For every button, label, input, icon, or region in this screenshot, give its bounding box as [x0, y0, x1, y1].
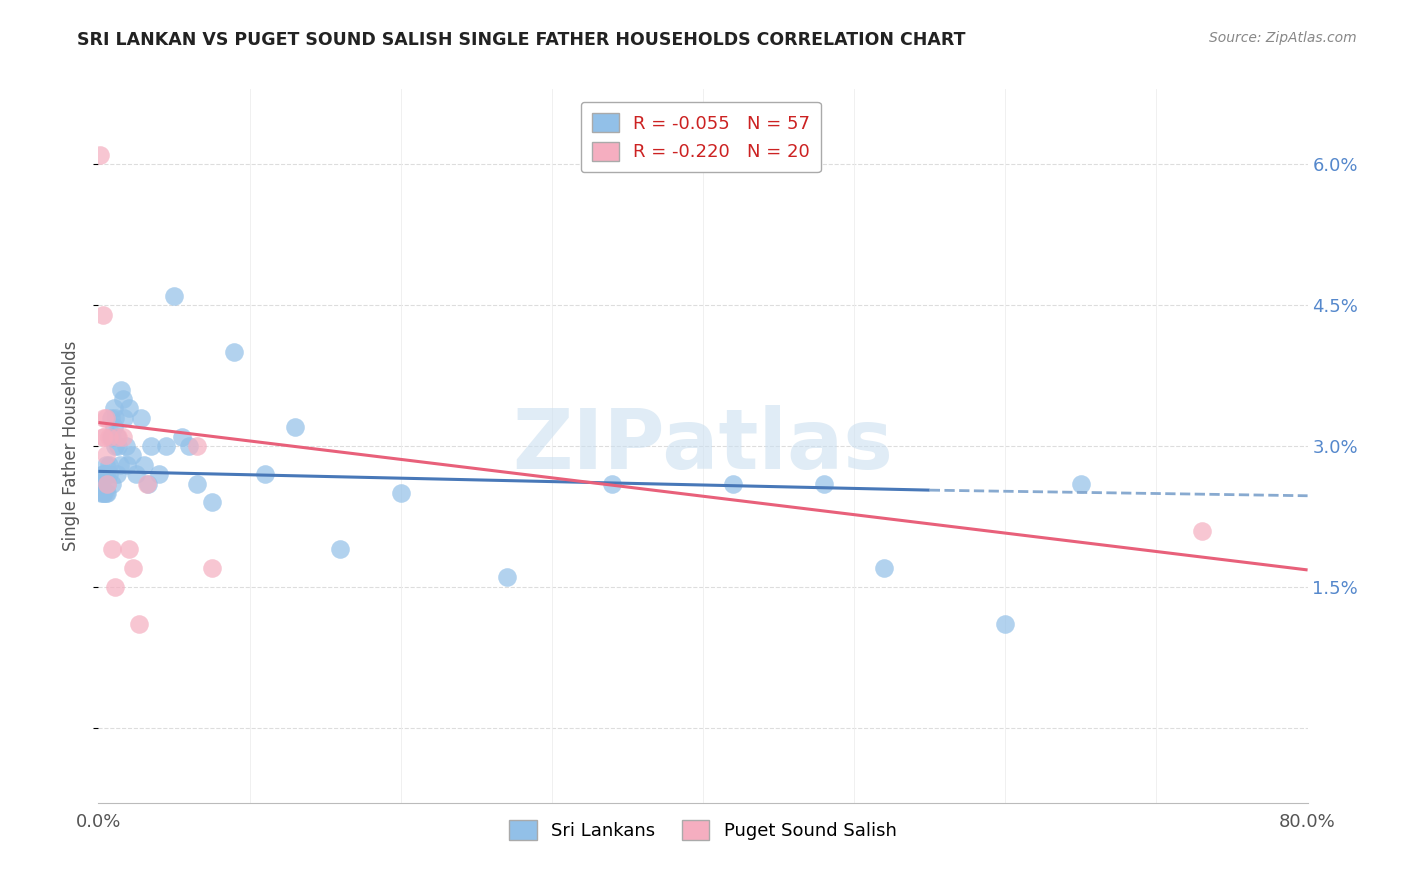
Point [253, 467, 276, 482]
Point [201, 495, 224, 509]
Point [602, 476, 624, 491]
Point [135, 476, 157, 491]
Point [96, 476, 118, 491]
Point [89, 476, 111, 491]
Point [98, 467, 121, 482]
Point [128, 617, 150, 632]
Point [1070, 476, 1092, 491]
Point [284, 420, 307, 434]
Point [91, 429, 114, 443]
Point [179, 439, 201, 453]
Point [108, 458, 131, 472]
Point [121, 449, 143, 463]
Point [104, 439, 127, 453]
Point [93, 410, 115, 425]
Point [723, 476, 745, 491]
Point [115, 458, 138, 472]
Point [100, 410, 122, 425]
Point [813, 476, 835, 491]
Point [136, 476, 159, 491]
Point [224, 345, 246, 359]
Point [201, 561, 224, 575]
Point [495, 570, 517, 584]
Text: ZIPatlas: ZIPatlas [513, 406, 893, 486]
Point [93, 429, 115, 443]
Point [105, 429, 128, 443]
Point [93, 486, 115, 500]
Point [98, 429, 121, 443]
Point [105, 467, 128, 482]
Point [93, 467, 115, 482]
Point [101, 542, 124, 557]
Point [112, 410, 135, 425]
Point [94, 449, 117, 463]
Point [186, 439, 208, 453]
Point [101, 476, 124, 491]
Point [141, 439, 163, 453]
Point [96, 486, 118, 500]
Point [118, 401, 141, 416]
Point [114, 439, 136, 453]
Point [94, 458, 117, 472]
Y-axis label: Single Father Households: Single Father Households [62, 341, 80, 551]
Point [94, 410, 117, 425]
Point [1191, 524, 1213, 538]
Point [89, 148, 111, 162]
Point [186, 476, 208, 491]
Point [873, 561, 896, 575]
Point [90, 486, 112, 500]
Point [170, 429, 193, 443]
Point [118, 542, 141, 557]
Point [94, 467, 117, 482]
Point [111, 392, 134, 406]
Point [103, 420, 125, 434]
Legend: Sri Lankans, Puget Sound Salish: Sri Lankans, Puget Sound Salish [502, 813, 904, 847]
Point [129, 410, 152, 425]
Point [94, 486, 117, 500]
Point [389, 486, 412, 500]
Point [98, 458, 121, 472]
Point [107, 439, 129, 453]
Point [101, 429, 124, 443]
Point [107, 429, 129, 443]
Point [122, 561, 145, 575]
Point [91, 486, 114, 500]
Point [132, 458, 155, 472]
Point [104, 580, 127, 594]
Point [994, 617, 1017, 632]
Text: Source: ZipAtlas.com: Source: ZipAtlas.com [1209, 31, 1357, 45]
Point [96, 476, 118, 491]
Point [329, 542, 352, 557]
Point [148, 467, 170, 482]
Point [100, 429, 122, 443]
Point [111, 429, 134, 443]
Point [110, 383, 132, 397]
Point [103, 401, 125, 416]
Point [104, 410, 127, 425]
Point [125, 467, 148, 482]
Point [155, 439, 177, 453]
Point [91, 308, 114, 322]
Point [90, 476, 112, 491]
Text: SRI LANKAN VS PUGET SOUND SALISH SINGLE FATHER HOUSEHOLDS CORRELATION CHART: SRI LANKAN VS PUGET SOUND SALISH SINGLE … [77, 31, 966, 49]
Point [163, 289, 186, 303]
Point [91, 467, 114, 482]
